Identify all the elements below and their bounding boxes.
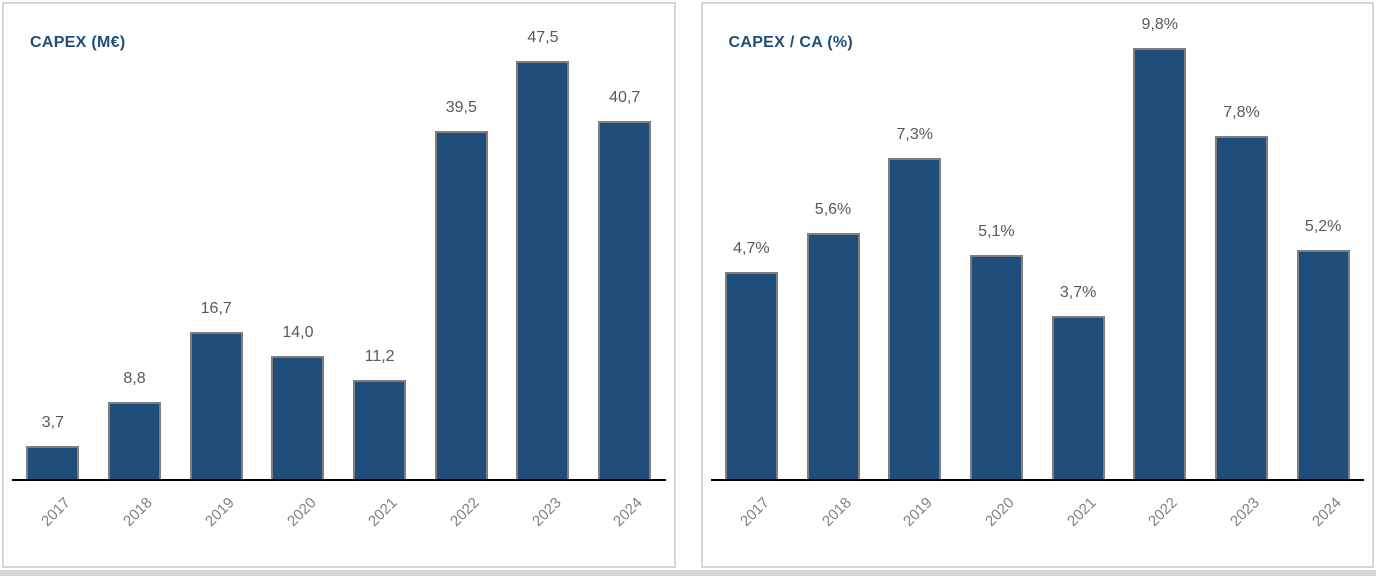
x-axis-labels: 2017 2018 2019 2020 2021 2022 2023 2024	[711, 483, 1365, 566]
bar-slot: 3,7%	[1051, 4, 1105, 479]
bar	[1214, 136, 1268, 479]
bar-slot: 8,8	[108, 4, 162, 479]
bar-slot: 7,3%	[888, 4, 942, 479]
x-tick-label: 2018	[818, 494, 855, 530]
bar	[1296, 250, 1350, 479]
x-tick-slot: 2019	[888, 483, 941, 566]
bar-slot: 11,2	[353, 4, 407, 479]
capex-chart-panel: CAPEX (M€) 3,7 8,8 16,7 14,0 11,2 39,5 47,5 40,…	[2, 2, 676, 568]
bar	[353, 380, 407, 479]
capex-ratio-chart-panel: CAPEX / CA (%) 4,7% 5,6% 7,3% 5,1% 3,7% 9,8% 7…	[700, 2, 1374, 568]
bar-value-label: 39,5	[445, 99, 477, 116]
chart-title: CAPEX (M€)	[30, 34, 126, 51]
x-tick-slot: 2020	[271, 483, 324, 566]
x-tick-slot: 2018	[108, 483, 161, 566]
bar-value-label: 8,8	[123, 370, 146, 387]
x-tick-label: 2022	[446, 494, 483, 530]
x-tick-label: 2022	[1145, 494, 1182, 530]
bar-value-label: 47,5	[527, 29, 559, 46]
bar-slot: 4,7%	[724, 4, 778, 479]
bar-slot: 39,5	[434, 4, 488, 479]
x-tick-slot: 2018	[807, 483, 860, 566]
bar	[434, 131, 488, 479]
bar-slot: 5,2%	[1296, 4, 1350, 479]
x-tick-label: 2017	[38, 494, 75, 530]
x-tick-label: 2024	[1308, 494, 1345, 530]
bar	[271, 356, 325, 479]
x-axis-labels: 2017 2018 2019 2020 2021 2022 2023 2024	[12, 483, 666, 566]
x-tick-slot: 2022	[435, 483, 488, 566]
bar-slot: 16,7	[189, 4, 243, 479]
bar-slot: 3,7	[26, 4, 80, 479]
x-tick-slot: 2023	[1215, 483, 1268, 566]
bar-slot: 47,5	[516, 4, 570, 479]
x-tick-slot: 2024	[1297, 483, 1350, 566]
x-tick-label: 2019	[201, 494, 238, 530]
x-tick-label: 2024	[610, 494, 646, 530]
x-tick-label: 2017	[737, 494, 773, 530]
bar-value-label: 5,2%	[1304, 218, 1342, 235]
x-tick-slot: 2024	[598, 483, 651, 566]
x-tick-label: 2023	[528, 494, 565, 530]
bar-value-label: 7,8%	[1223, 104, 1260, 121]
x-tick-slot: 2020	[970, 483, 1023, 566]
bar	[888, 158, 942, 479]
bar	[598, 121, 652, 479]
bottom-strip	[0, 570, 1376, 576]
x-tick-slot: 2017	[26, 483, 79, 566]
x-tick-slot: 2017	[725, 483, 778, 566]
bar	[806, 233, 860, 479]
bar	[26, 446, 80, 479]
bar-value-label: 5,6%	[814, 201, 852, 218]
plot-area: 3,7 8,8 16,7 14,0 11,2 39,5 47,5 40,7	[12, 4, 666, 481]
bar	[516, 61, 570, 479]
x-tick-label: 2019	[900, 494, 937, 530]
x-tick-slot: 2021	[353, 483, 406, 566]
bar-value-label: 14,0	[282, 324, 314, 341]
plot-area: 4,7% 5,6% 7,3% 5,1% 3,7% 9,8% 7,8% 5,2%	[710, 4, 1364, 481]
x-tick-slot: 2021	[1052, 483, 1105, 566]
bar-value-label: 3,7	[41, 414, 64, 431]
bar	[108, 402, 162, 479]
bar-value-label: 40,7	[609, 89, 641, 106]
chart-title: CAPEX / CA (%)	[728, 34, 854, 51]
bar-slot: 5,6%	[806, 4, 860, 479]
x-tick-label: 2021	[1063, 494, 1100, 530]
bar-slot: 40,7	[598, 4, 652, 479]
bar	[724, 272, 778, 479]
x-tick-label: 2021	[365, 494, 401, 530]
x-tick-slot: 2023	[516, 483, 569, 566]
charts-row: CAPEX (M€) 3,7 8,8 16,7 14,0 11,2 39,5 47,5 40,…	[2, 2, 1374, 568]
bar-value-label: 11,2	[364, 348, 395, 365]
bar	[189, 332, 243, 479]
bar-value-label: 9,8%	[1141, 16, 1179, 33]
bar	[1133, 48, 1187, 479]
x-tick-label: 2020	[982, 494, 1018, 530]
bar-slot: 14,0	[271, 4, 325, 479]
bar	[1051, 316, 1105, 479]
bar-slot: 5,1%	[969, 4, 1023, 479]
x-tick-slot: 2022	[1133, 483, 1186, 566]
bar-slot: 9,8%	[1133, 4, 1187, 479]
x-tick-label: 2018	[120, 494, 156, 530]
bar-value-label: 16,7	[200, 300, 232, 317]
bar-value-label: 4,7%	[733, 240, 770, 257]
bar-slot: 7,8%	[1214, 4, 1268, 479]
bar-value-label: 5,1%	[978, 223, 1015, 240]
bar-value-label: 3,7%	[1059, 284, 1097, 301]
x-tick-slot: 2019	[190, 483, 243, 566]
x-tick-label: 2020	[283, 494, 320, 530]
x-tick-label: 2023	[1227, 494, 1263, 530]
bar	[969, 255, 1023, 479]
bar-value-label: 7,3%	[896, 126, 933, 143]
